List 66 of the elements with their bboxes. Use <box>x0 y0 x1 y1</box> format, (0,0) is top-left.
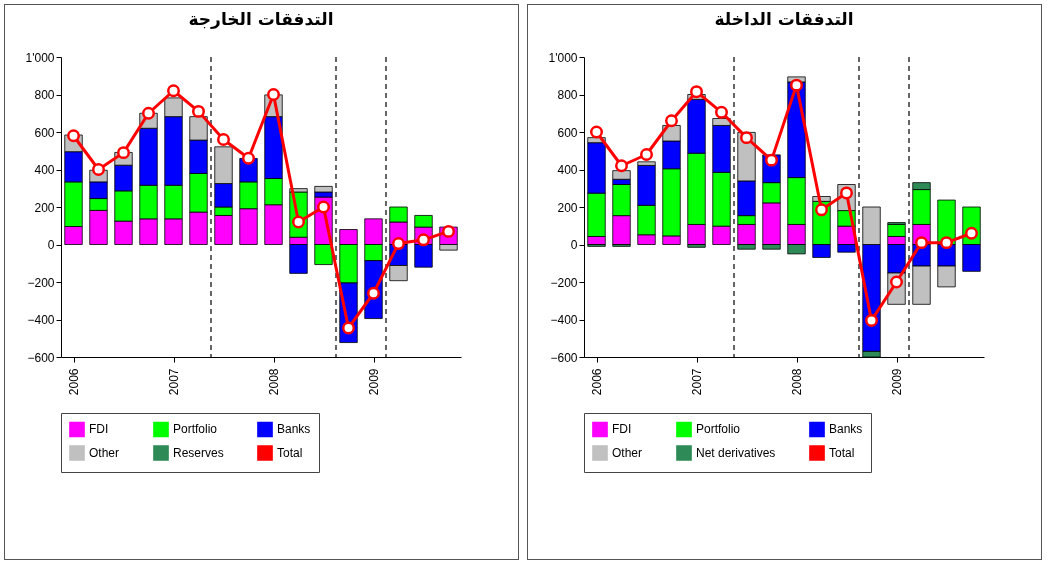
point <box>317 200 330 214</box>
y-tick-label: 1'000 <box>548 50 578 65</box>
point <box>292 215 305 229</box>
y-tick-label: 0 <box>47 238 55 252</box>
point <box>665 114 678 128</box>
legend-label: Other <box>612 446 643 460</box>
point <box>815 203 828 217</box>
x-tick-label: 2008 <box>790 368 804 396</box>
y-tick-label: 600 <box>34 125 55 140</box>
point <box>765 153 778 167</box>
x-tick-label: 2009 <box>367 368 381 396</box>
legend-label: Banks <box>829 422 863 437</box>
legend-label: Banks <box>277 422 311 437</box>
point <box>790 78 803 92</box>
point <box>865 313 878 327</box>
point <box>965 226 978 240</box>
legend-label: FDI <box>612 422 632 437</box>
legend-label: Total <box>829 446 855 460</box>
point <box>940 236 953 250</box>
y-tick-label: 800 <box>34 88 55 102</box>
legend-label: Total <box>277 446 303 460</box>
y-tick-label: −400 <box>550 313 578 327</box>
point <box>392 237 405 251</box>
point <box>740 131 753 145</box>
point <box>640 148 653 161</box>
point <box>915 236 928 250</box>
x-tick-label: 2006 <box>67 368 81 396</box>
point <box>590 125 603 139</box>
y-tick-label: −600 <box>27 350 55 365</box>
legend-label: Other <box>89 446 120 460</box>
legend-label: FDI <box>89 422 109 437</box>
x-tick-label: 2008 <box>267 368 281 396</box>
y-tick-label: −600 <box>550 350 578 365</box>
legend-label: Portfolio <box>696 422 741 437</box>
point <box>192 104 205 118</box>
point <box>217 133 230 146</box>
chart-title: التدفقات الخارجة <box>188 9 334 29</box>
point <box>267 88 280 101</box>
y-tick-label: 200 <box>34 200 55 215</box>
point <box>715 105 728 119</box>
point <box>342 321 355 335</box>
x-tick-label: 2007 <box>690 368 704 396</box>
x-tick-label: 2006 <box>590 368 604 396</box>
point <box>615 159 628 173</box>
y-tick-label: 600 <box>557 125 578 140</box>
y-tick-label: −200 <box>550 275 578 290</box>
y-tick-label: 400 <box>34 163 55 177</box>
y-tick-label: −400 <box>27 313 55 327</box>
point <box>142 106 155 120</box>
y-tick-label: 200 <box>557 200 578 215</box>
y-tick-label: 0 <box>570 238 578 252</box>
point <box>242 151 255 165</box>
point <box>67 129 80 143</box>
x-tick-label: 2007 <box>167 368 181 396</box>
point <box>690 85 703 99</box>
y-tick-label: 1'000 <box>25 50 55 65</box>
point <box>167 84 180 98</box>
legend-label: Net derivatives <box>696 446 776 460</box>
y-tick-label: 800 <box>557 88 578 102</box>
legend-label: Portfolio <box>173 422 218 437</box>
x-tick-label: 2009 <box>890 368 904 396</box>
y-tick-label: −200 <box>27 275 55 290</box>
point <box>367 286 380 300</box>
legend-label: Reserves <box>173 446 224 460</box>
y-tick-label: 400 <box>557 163 578 177</box>
chart-title: التدفقات الداخلة <box>714 9 854 29</box>
